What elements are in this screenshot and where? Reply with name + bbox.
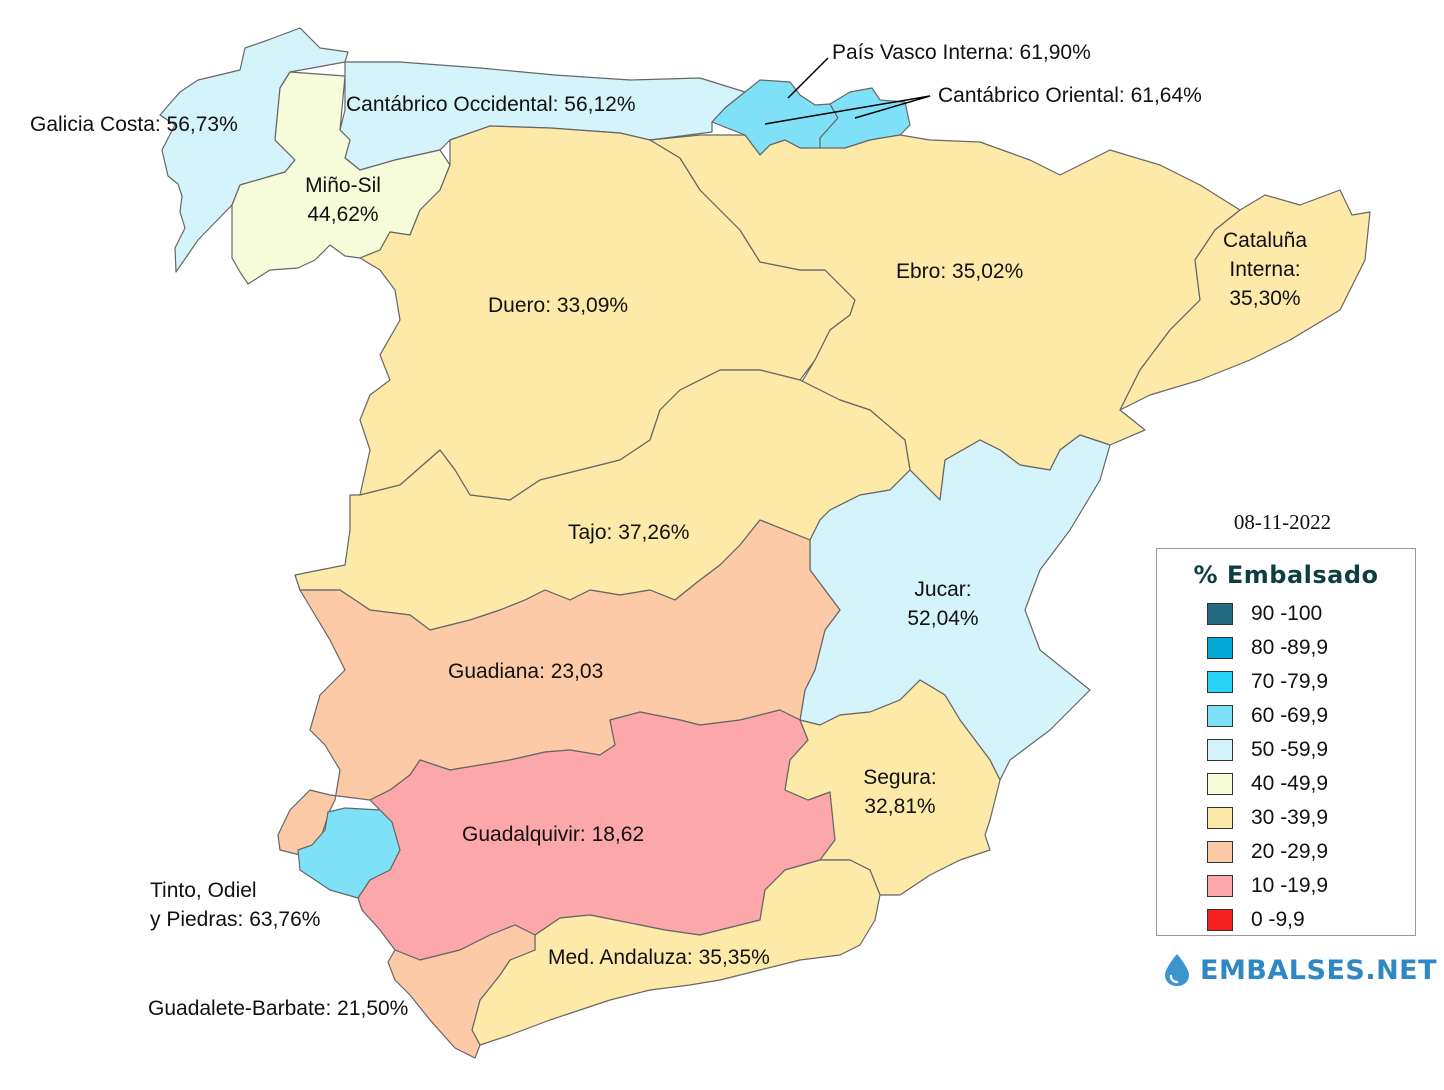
label-cataluna-interna-value: 35,30% xyxy=(1229,287,1301,310)
brand-logo[interactable]: EMBALSES.NET xyxy=(1162,952,1437,988)
legend-item: 10 -19,9 xyxy=(1157,869,1415,903)
legend-item: 80 -89,9 xyxy=(1157,631,1415,665)
label-tinto-line1: Tinto, Odiel xyxy=(150,879,257,902)
label-guadalquivir: Guadalquivir: 18,62 xyxy=(462,823,645,846)
label-tajo: Tajo: 37,26% xyxy=(568,521,690,544)
legend-swatch xyxy=(1207,637,1233,659)
map-date: 08-11-2022 xyxy=(1233,510,1332,534)
label-cataluna-interna-line2: Interna: xyxy=(1229,258,1301,281)
basin-mino-sil[interactable] xyxy=(231,71,451,285)
legend-item-label: 30 -39,9 xyxy=(1251,806,1329,829)
label-mino-sil-value: 44,62% xyxy=(307,203,379,226)
label-cantabrico-oriental: Cantábrico Oriental: 61,64% xyxy=(938,84,1202,107)
label-tinto-line2: y Piedras: 63,76% xyxy=(150,908,321,931)
label-med-andaluza: Med. Andaluza: 35,35% xyxy=(548,946,770,969)
label-tinto-odiel-piedras: Tinto, Odiel y Piedras: 63,76% xyxy=(150,876,320,934)
label-ebro: Ebro: 35,02% xyxy=(896,260,1024,283)
legend-item-label: 10 -19,9 xyxy=(1251,874,1329,897)
basin-guadalete-barbate[interactable] xyxy=(387,924,536,1059)
label-jucar-value: 52,04% xyxy=(907,607,979,630)
label-duero: Duero: 33,09% xyxy=(488,294,629,317)
legend-item-label: 40 -49,9 xyxy=(1251,772,1329,795)
legend-title: % Embalsado xyxy=(1193,561,1379,589)
label-cantabrico-occidental: Cantábrico Occidental: 56,12% xyxy=(346,93,636,116)
leader-line-pais-vasco xyxy=(787,57,829,99)
legend-swatch xyxy=(1207,739,1233,761)
legend-swatch xyxy=(1207,875,1233,897)
label-galicia-costa: Galicia Costa: 56,73% xyxy=(30,113,238,136)
legend-item: 60 -69,9 xyxy=(1157,699,1415,733)
label-segura-value: 32,81% xyxy=(864,795,936,818)
label-mino-sil-name: Miño-Sil xyxy=(305,174,381,197)
label-segura-name: Segura: xyxy=(863,766,937,789)
label-cataluna-interna-line1: Cataluña xyxy=(1222,229,1308,252)
brand-name: EMBALSES.NET xyxy=(1200,954,1438,986)
basin-ebro[interactable] xyxy=(649,134,1241,501)
label-pais-vasco-interna: País Vasco Interna: 61,90% xyxy=(832,41,1091,64)
legend-item-label: 0 -9,9 xyxy=(1251,908,1305,931)
legend-swatch xyxy=(1207,909,1233,931)
legend-swatch xyxy=(1207,841,1233,863)
legend-item: 70 -79,9 xyxy=(1157,665,1415,699)
legend-item: 90 -100 xyxy=(1157,597,1415,631)
legend-item-label: 80 -89,9 xyxy=(1251,636,1329,659)
legend-item: 20 -29,9 xyxy=(1157,835,1415,869)
legend-swatch xyxy=(1207,705,1233,727)
legend-swatch xyxy=(1207,773,1233,795)
label-mino-sil: Miño-Sil 44,62% xyxy=(288,171,398,229)
label-guadalete-barbate: Guadalete-Barbate: 21,50% xyxy=(148,997,409,1020)
legend-item: 50 -59,9 xyxy=(1157,733,1415,767)
legend-item: 0 -9,9 xyxy=(1157,903,1415,937)
legend-item: 40 -49,9 xyxy=(1157,767,1415,801)
legend-item-label: 90 -100 xyxy=(1251,602,1323,625)
leader-line-cantabrico-oriental-b xyxy=(854,95,931,119)
legend: % Embalsado 90 -100 80 -89,9 70 -79,9 60… xyxy=(1156,548,1416,936)
label-guadiana: Guadiana: 23,03 xyxy=(448,660,604,683)
label-jucar: Jucar: 52,04% xyxy=(888,575,998,633)
legend-items: 90 -100 80 -89,9 70 -79,9 60 -69,9 50 -5… xyxy=(1157,597,1415,937)
label-segura: Segura: 32,81% xyxy=(845,763,955,821)
basin-segura[interactable] xyxy=(784,679,1001,896)
water-drop-icon xyxy=(1165,954,1189,986)
leader-line-cantabrico-oriental-a xyxy=(764,95,931,125)
label-cataluna-interna: Cataluña Interna: 35,30% xyxy=(1210,226,1320,313)
legend-swatch xyxy=(1207,807,1233,829)
label-jucar-name: Jucar: xyxy=(914,578,972,601)
legend-swatch xyxy=(1207,603,1233,625)
basin-cataluna-interna[interactable] xyxy=(1119,189,1371,411)
legend-item-label: 20 -29,9 xyxy=(1251,840,1329,863)
legend-item-label: 50 -59,9 xyxy=(1251,738,1329,761)
legend-item: 30 -39,9 xyxy=(1157,801,1415,835)
legend-item-label: 60 -69,9 xyxy=(1251,704,1329,727)
legend-item-label: 70 -79,9 xyxy=(1251,670,1329,693)
legend-swatch xyxy=(1207,671,1233,693)
